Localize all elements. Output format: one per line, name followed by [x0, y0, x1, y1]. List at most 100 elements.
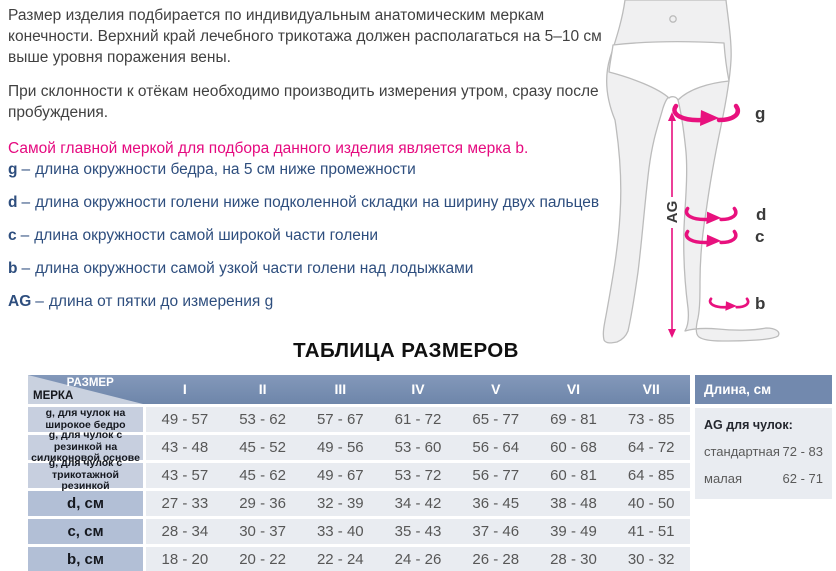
table-row: g, для чулок с резинкой на силиконовой о…	[28, 430, 690, 464]
measurement-text: длина окружности самой узкой части голен…	[35, 260, 474, 277]
dash: –	[35, 293, 44, 310]
length-label: малая	[704, 471, 743, 486]
column-header: II	[258, 381, 267, 397]
measurement-text: длина окружности голени ниже подколенной…	[35, 194, 600, 211]
intro-paragraph-2: При склонности к отёкам необходимо произ…	[8, 83, 599, 121]
cell-value: 40 - 50	[627, 495, 675, 512]
diagram-label-b: b	[755, 294, 765, 313]
cell-value: 57 - 67	[316, 411, 364, 428]
corner-header-cell: РАЗМЕР МЕРКА	[28, 375, 143, 404]
length-row-standard: стандартная 72 - 83	[704, 444, 823, 459]
column-header: VII	[642, 381, 660, 397]
cell-value: 49 - 67	[316, 467, 364, 484]
cell-value: 35 - 43	[394, 523, 442, 540]
length-row-small: малая 62 - 71	[704, 471, 823, 486]
cell-value: 64 - 72	[627, 439, 675, 456]
cell-value: 53 - 62	[239, 411, 286, 428]
diagram-label-c: c	[755, 227, 764, 246]
cell-value: 41 - 51	[627, 523, 675, 540]
table-row: c, см 28 - 34 30 - 37 33 - 40 35 - 43 37…	[28, 519, 690, 544]
cell-value: 64 - 85	[627, 467, 675, 484]
column-header: IV	[411, 381, 425, 397]
measurement-key: b	[8, 260, 18, 277]
measurement-item-c: c – длина окружности самой широкой части г…	[8, 228, 658, 244]
cell-value: 36 - 45	[472, 495, 520, 512]
diagram-label-g: g	[755, 104, 765, 123]
corner-label-measure: МЕРКА	[33, 390, 74, 402]
row-label: g, для чулок с трикотажной резинкой	[28, 458, 143, 492]
cell-value: 37 - 46	[472, 523, 520, 540]
measurement-item-g: g – длина окружности бедра, на 5 см ниже п…	[8, 162, 658, 178]
length-panel-body: AG для чулок: стандартная 72 - 83 малая …	[695, 408, 832, 499]
intro-paragraph-1: Размер изделия подбирается по индивидуал…	[8, 7, 602, 66]
cell-value: 30 - 32	[627, 551, 675, 568]
table-row: d, см 27 - 33 29 - 36 32 - 39 34 - 42 36…	[28, 491, 690, 516]
cell-value: 49 - 57	[161, 411, 209, 428]
row-label: c, см	[28, 519, 143, 544]
size-table: РАЗМЕР МЕРКА I II III IV V VI VII g, для…	[28, 375, 690, 571]
cell-value: 34 - 42	[394, 495, 442, 512]
cell-value: 33 - 40	[316, 523, 364, 540]
cell-value: 61 - 72	[394, 411, 442, 428]
length-value: 72 - 83	[782, 444, 823, 459]
measurement-item-d: d – длина окружности голени ниже подколенн…	[8, 195, 658, 211]
length-label: стандартная	[704, 444, 780, 459]
cell-value: 38 - 48	[550, 495, 597, 512]
cell-value: 53 - 72	[394, 467, 442, 484]
measurement-definitions: g – длина окружности бедра, на 5 см ниже п…	[8, 162, 658, 327]
cell-value: 43 - 57	[161, 467, 209, 484]
ag-vertical-arrow	[668, 112, 676, 338]
length-panel-subtitle: AG для чулок:	[704, 418, 793, 432]
cell-value: 56 - 77	[472, 467, 520, 484]
table-row: g, для чулок на широкое бедро 49 - 57 53…	[28, 407, 690, 432]
cell-value: 28 - 34	[161, 523, 209, 540]
cell-value: 18 - 20	[161, 551, 209, 568]
column-header: I	[182, 381, 187, 397]
length-panel: Длина, см AG для чулок: стандартная 72 -…	[695, 375, 832, 499]
intro-highlight: Самой главной меркой для подбора данного…	[8, 140, 529, 157]
row-label: b, см	[28, 547, 143, 571]
measurement-text: длина окружности бедра, на 5 см ниже про…	[35, 161, 416, 178]
cell-value: 28 - 30	[550, 551, 597, 568]
row-label: g, для чулок с резинкой на силиконовой о…	[28, 430, 143, 464]
diagram-label-d: d	[756, 205, 766, 224]
row-label: g, для чулок на широкое бедро	[28, 407, 143, 432]
measurement-text: длина от пятки до измерения g	[48, 293, 274, 310]
table-row: g, для чулок с трикотажной резинкой 43 -…	[28, 458, 690, 492]
cell-value: 26 - 28	[472, 551, 520, 568]
dash: –	[21, 194, 31, 211]
ag-arrow-label: AG	[664, 201, 681, 224]
column-header: V	[491, 381, 501, 397]
cell-value: 45 - 62	[239, 467, 286, 484]
cell-value: 45 - 52	[239, 439, 286, 456]
leg-measurement-diagram: AG g d c b	[602, 0, 780, 344]
cell-value: 27 - 33	[161, 495, 209, 512]
cell-value: 20 - 22	[239, 551, 286, 568]
measurement-key: g	[8, 161, 18, 178]
cell-value: 49 - 56	[316, 439, 364, 456]
measurement-item-b: b – длина окружности самой узкой части гол…	[8, 261, 658, 277]
cell-value: 65 - 77	[472, 411, 520, 428]
cell-value: 32 - 39	[316, 495, 364, 512]
cell-value: 53 - 60	[394, 439, 442, 456]
measurement-text: длина окружности самой широкой части гол…	[34, 227, 379, 244]
cell-value: 39 - 49	[550, 523, 597, 540]
measurement-key: AG	[8, 293, 32, 310]
cell-value: 69 - 81	[550, 411, 597, 428]
dash: –	[20, 227, 30, 244]
cell-value: 24 - 26	[394, 551, 442, 568]
row-label: d, см	[28, 491, 143, 516]
size-table-title: ТАБЛИЦА РАЗМЕРОВ	[293, 339, 519, 362]
measurement-item-ag: AG – длина от пятки до измерения g	[8, 294, 658, 310]
measurement-key: c	[8, 227, 17, 244]
panties-shape	[608, 41, 730, 101]
cell-value: 22 - 24	[316, 551, 364, 568]
cell-value: 29 - 36	[239, 495, 286, 512]
length-value: 62 - 71	[782, 471, 823, 486]
corner-label-size: РАЗМЕР	[66, 377, 114, 389]
table-row: b, см 18 - 20 20 - 22 22 - 24 24 - 26 26…	[28, 547, 690, 571]
dash: –	[21, 161, 31, 178]
size-table-header-row: РАЗМЕР МЕРКА I II III IV V VI VII	[28, 375, 690, 404]
cell-value: 56 - 64	[472, 439, 520, 456]
